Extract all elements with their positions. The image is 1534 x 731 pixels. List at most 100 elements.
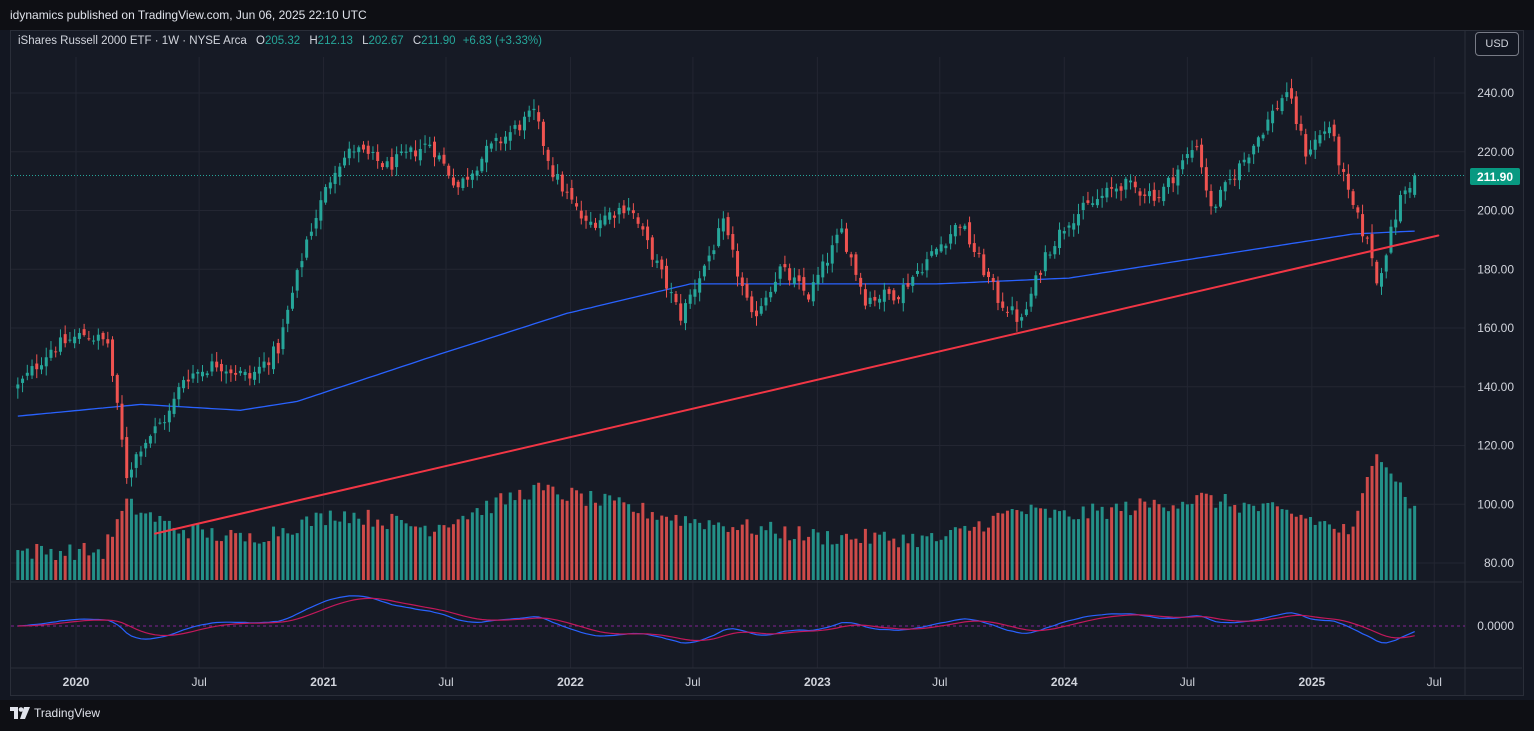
candle-body	[1086, 200, 1090, 203]
candle-body	[25, 372, 29, 376]
price-tick-label: 160.00	[1477, 321, 1514, 335]
volume-bar	[915, 547, 919, 580]
volume-bar	[1185, 504, 1189, 580]
candle-body	[395, 154, 399, 168]
candle-body	[347, 148, 351, 159]
candle-body	[773, 281, 777, 292]
volume-bar	[953, 527, 957, 580]
volume-bar	[25, 548, 29, 580]
price-tick-label: 180.00	[1477, 262, 1514, 276]
volume-bar	[873, 532, 877, 580]
candle-body	[21, 378, 25, 383]
candle-body	[1166, 177, 1170, 188]
volume-bar	[584, 505, 588, 580]
candle-body	[257, 366, 261, 374]
volume-bar	[485, 500, 489, 580]
volume-bar	[1091, 503, 1095, 580]
volume-bar	[570, 487, 574, 580]
price-tick-label: 80.00	[1484, 556, 1514, 570]
legend-symbol[interactable]: iShares Russell 2000 ETF · 1W · NYSE Arc…	[18, 35, 247, 47]
candle-body	[939, 244, 943, 252]
time-tick-label: 2020	[63, 675, 90, 689]
volume-bar	[1162, 507, 1166, 580]
currency-button[interactable]: USD	[1475, 32, 1519, 56]
time-tick-label: 2023	[804, 675, 831, 689]
volume-bar	[352, 512, 356, 580]
volume-bar	[30, 558, 34, 580]
candle-body	[1200, 144, 1204, 168]
candle-body	[593, 222, 597, 228]
candle-body	[319, 200, 323, 221]
chart-pane[interactable]	[10, 30, 1524, 696]
volume-bar	[1176, 508, 1180, 580]
footer-bar	[0, 700, 1534, 731]
candle-body	[1271, 110, 1275, 124]
candle-body	[726, 217, 730, 236]
candle-body	[944, 245, 948, 249]
candle-body	[58, 337, 62, 352]
candle-body	[1072, 223, 1076, 230]
volume-bar	[1275, 506, 1279, 580]
candle-body	[551, 165, 555, 178]
candle-body	[238, 370, 242, 374]
volume-bar	[537, 482, 541, 580]
volume-bar	[92, 552, 96, 580]
candle-body	[115, 374, 119, 403]
candle-body	[518, 124, 522, 131]
volume-bar	[1005, 510, 1009, 580]
volume-bar	[731, 527, 735, 580]
candle-body	[688, 294, 692, 304]
volume-bar	[333, 520, 337, 580]
volume-bar	[111, 536, 115, 580]
volume-bar	[101, 558, 105, 580]
volume-bar	[366, 509, 370, 580]
volume-bar	[480, 515, 484, 580]
candle-body	[40, 365, 44, 370]
volume-bar	[134, 514, 138, 580]
candle-body	[338, 166, 342, 177]
volume-bar	[612, 500, 616, 580]
volume-bar	[1261, 503, 1265, 580]
volume-bar	[1015, 510, 1019, 580]
volume-bar	[1110, 507, 1114, 580]
volume-bar	[399, 520, 403, 580]
time-tick-label: Jul	[685, 675, 700, 689]
candle-body	[1190, 150, 1194, 158]
candle-body	[972, 243, 976, 253]
candle-body	[148, 436, 152, 444]
candle-body	[1361, 214, 1365, 237]
candle-body	[579, 210, 583, 219]
candle-body	[911, 276, 915, 286]
volume-bar	[593, 502, 597, 580]
candle-body	[153, 426, 157, 434]
candle-body	[16, 384, 20, 389]
volume-bar	[627, 504, 631, 580]
candle-body	[1058, 229, 1062, 249]
candle-body	[1015, 309, 1019, 322]
candle-body	[750, 296, 754, 313]
candle-body	[475, 170, 479, 176]
candle-body	[1323, 131, 1327, 134]
candle-body	[1138, 191, 1142, 196]
candle-body	[1143, 194, 1147, 196]
candle-body	[1024, 309, 1028, 315]
volume-bar	[655, 519, 659, 580]
volume-bar	[1020, 511, 1024, 580]
volume-bar	[1304, 518, 1308, 580]
volume-bar	[361, 524, 365, 580]
candle-body	[532, 108, 536, 111]
volume-bar	[991, 515, 995, 580]
volume-bar	[404, 523, 408, 580]
volume-bar	[1256, 511, 1260, 580]
volume-bar	[726, 531, 730, 580]
candle-body	[1228, 179, 1232, 181]
volume-bar	[963, 525, 967, 580]
volume-bar	[1200, 492, 1204, 580]
volume-bar	[167, 520, 171, 580]
volume-bar	[1086, 518, 1090, 580]
candle-body	[717, 228, 721, 247]
volume-bar	[461, 515, 465, 580]
tradingview-logo[interactable]: TradingView	[10, 706, 100, 720]
volume-bar	[1119, 511, 1123, 580]
